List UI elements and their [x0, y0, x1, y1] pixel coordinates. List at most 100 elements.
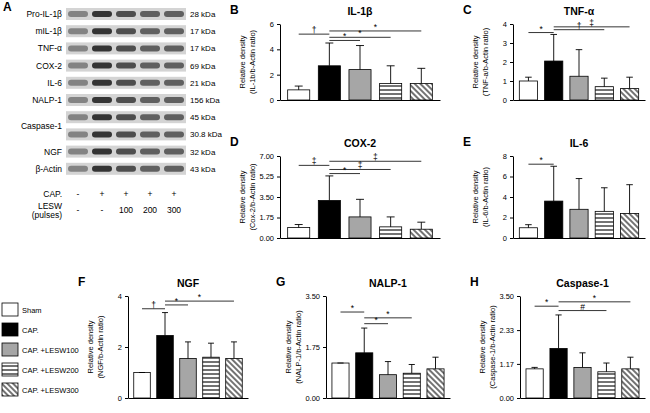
chart-panel: BIL-1βRelative density(IL-1b/b-Actin rat… — [230, 3, 441, 105]
significance-mark: † — [312, 25, 317, 35]
y-tick-label: 4 — [270, 45, 274, 54]
blot-band — [116, 166, 136, 172]
error-cap — [550, 34, 557, 35]
blot-band — [140, 45, 160, 51]
plot-area — [519, 27, 638, 100]
y-tick: 5.25 — [259, 172, 280, 181]
y-axis-title: Relative density — [238, 35, 247, 88]
y-tick-label: 1.75 — [259, 213, 274, 222]
error-bar — [421, 68, 422, 83]
y-axis-title: (TNF-a/b-Actin ratio) — [481, 27, 490, 96]
legend-swatch — [2, 303, 18, 316]
y-tick-label: 1.17 — [499, 360, 514, 369]
y-tick-label: 3.50 — [499, 292, 514, 301]
y-axis: 0 2 4 6 8 — [503, 152, 514, 243]
y-tick-mark — [510, 81, 513, 82]
y-tick: 2 — [118, 343, 128, 352]
significance-mark: ‡ — [358, 160, 363, 170]
x-axis-line — [521, 398, 646, 399]
error-cap — [525, 77, 532, 78]
error-bar — [298, 86, 299, 90]
error-cap — [385, 361, 391, 362]
chart-title: TNF-α — [564, 5, 595, 17]
y-tick: 6 — [503, 172, 513, 181]
blot-band — [68, 97, 88, 103]
y-tick-label: 2 — [503, 213, 507, 222]
y-axis-line — [280, 157, 281, 239]
significance-mark: # — [580, 302, 585, 312]
plot-area — [519, 164, 638, 238]
y-tick-label: 2.33 — [499, 326, 514, 335]
y-axis-title: Relative density — [471, 170, 480, 223]
error-bar — [579, 50, 580, 77]
blot-row-label: IL-6 — [47, 78, 62, 88]
blot-band — [92, 28, 112, 34]
blot-kda: 21 kDa — [190, 79, 216, 88]
significance-mark: * — [175, 296, 179, 306]
x-axis-line — [281, 100, 441, 101]
legend-label: CAP. +LESW300 — [22, 386, 79, 395]
blot-band — [68, 149, 88, 155]
bar — [526, 369, 543, 398]
condition-label: CAP. — [43, 189, 62, 199]
y-axis-title: Relative density — [238, 170, 247, 223]
x-axis — [514, 238, 646, 240]
blot-strip — [66, 25, 186, 37]
y-tick-label: 0 — [118, 394, 122, 403]
error-cap — [417, 68, 425, 69]
error-cap — [387, 216, 395, 217]
chart-panel: EIL-6Relative density(IL-6/b-Actin ratio… — [463, 135, 646, 243]
blot-row-label: TNF-α — [38, 43, 62, 53]
blot-band — [92, 45, 112, 51]
y-tick: 0 — [503, 96, 513, 105]
blot-band — [140, 28, 160, 34]
error-bar — [629, 185, 630, 214]
error-bar — [188, 342, 189, 359]
y-axis-title: (NALP-1/b-Actin ratio) — [294, 310, 303, 384]
blot-band — [164, 45, 184, 51]
blot-band — [68, 114, 88, 120]
bar — [550, 348, 567, 398]
panel-letter: C — [463, 3, 472, 17]
y-tick-mark — [517, 364, 520, 365]
y-tick-label: 2 — [503, 58, 507, 67]
significance-mark: * — [539, 155, 543, 165]
condition-value: 200 — [143, 205, 157, 215]
blot-band — [164, 149, 184, 155]
error-cap — [576, 178, 583, 179]
y-tick-label: 0 — [503, 234, 507, 243]
x-axis — [281, 100, 441, 102]
bar — [620, 213, 638, 238]
blot-kda: 45 kDa — [190, 113, 216, 122]
y-axis: 0.001.753.505.257.00 — [259, 152, 280, 243]
y-tick-mark — [510, 24, 513, 25]
panel-letter: G — [276, 275, 285, 289]
chart-title: IL-6 — [570, 137, 589, 149]
blot-row-label: Pro-IL-1β — [26, 9, 62, 19]
y-tick-label: 4 — [503, 193, 507, 202]
y-tick-label: 0.00 — [305, 394, 320, 403]
y-tick: 3.50 — [259, 193, 280, 202]
y-tick: 1.75 — [305, 343, 326, 352]
x-axis — [521, 398, 646, 400]
y-tick-mark — [510, 197, 513, 198]
chart-title: NGF — [177, 277, 200, 289]
y-tick-mark — [277, 24, 280, 25]
y-tick-label: 6 — [503, 172, 507, 181]
blot-kda: 28 kDa — [190, 10, 216, 19]
bar — [288, 227, 310, 238]
error-bar — [528, 77, 529, 81]
error-cap — [361, 328, 367, 329]
y-tick-label: 4 — [503, 20, 507, 29]
y-tick-mark — [277, 218, 280, 219]
y-tick-label: 8 — [503, 152, 507, 161]
y-tick-mark — [277, 100, 280, 101]
error-bar — [329, 176, 330, 201]
error-cap — [627, 357, 633, 358]
blot-kda: 69 kDa — [190, 62, 216, 71]
y-tick-label: 4 — [118, 292, 122, 301]
error-bar — [411, 364, 412, 373]
y-tick-mark — [323, 347, 326, 348]
blot-strip — [66, 128, 186, 140]
y-tick-label: 2 — [118, 343, 122, 352]
